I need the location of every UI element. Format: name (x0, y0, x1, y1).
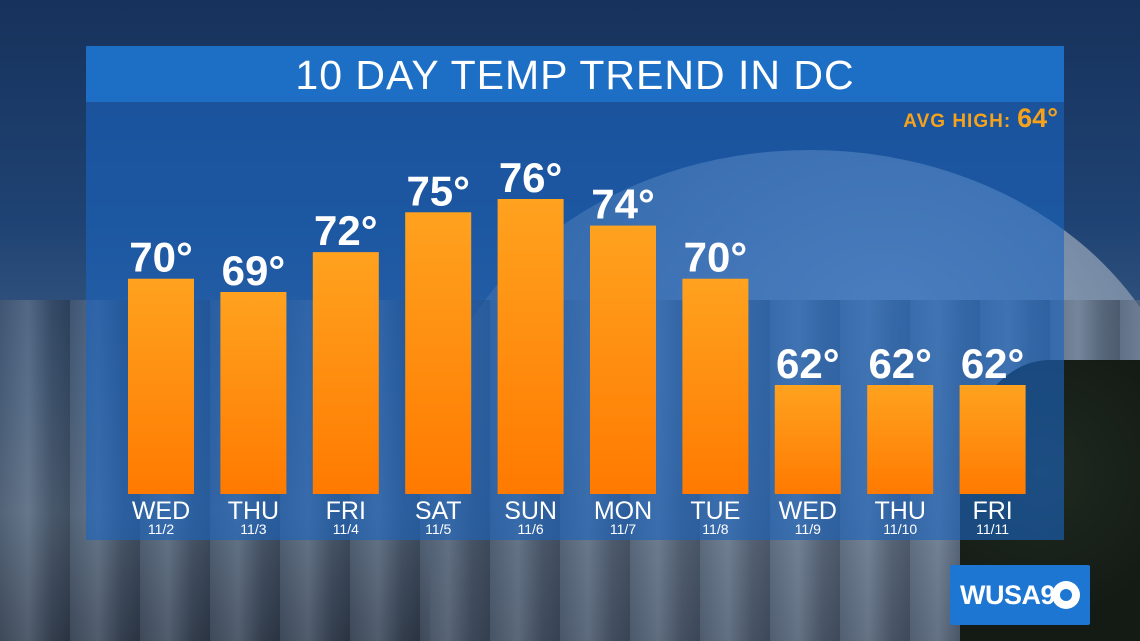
bar-3 (312, 252, 379, 494)
day-label-7: TUE (690, 497, 740, 525)
bar-value-label-2: 69° (222, 247, 286, 294)
bars-group: 70°WED11/269°THU11/372°FRI11/475°SAT11/5… (128, 154, 1026, 537)
cbs-eye-icon (1052, 581, 1080, 609)
bar-value-label-6: 74° (591, 181, 655, 228)
date-label-2: 11/3 (240, 521, 266, 537)
day-label-9: THU (875, 497, 926, 525)
bar-9 (867, 385, 934, 494)
bar-10 (959, 385, 1026, 494)
date-label-10: 11/11 (976, 521, 1009, 537)
bar-7 (682, 278, 749, 494)
bar-value-label-3: 72° (314, 207, 378, 254)
date-label-4: 11/5 (425, 521, 451, 537)
date-label-9: 11/10 (883, 521, 917, 537)
day-label-8: WED (779, 497, 837, 525)
date-label-8: 11/9 (795, 521, 821, 537)
bar-value-label-9: 62° (868, 340, 932, 387)
date-label-7: 11/8 (702, 521, 728, 537)
logo-text: WUSA9 (960, 580, 1056, 610)
date-label-3: 11/4 (333, 521, 359, 537)
date-label-1: 11/2 (148, 521, 174, 537)
avg-high-label: AVG HIGH: (903, 111, 1012, 132)
bar-value-label-1: 70° (129, 234, 193, 281)
date-label-6: 11/7 (610, 521, 636, 537)
day-label-10: FRI (972, 497, 1012, 525)
avg-high-value: 64° (1017, 103, 1058, 133)
bar-8 (774, 385, 841, 494)
bar-5 (497, 199, 564, 494)
bar-4 (405, 212, 472, 495)
day-label-4: SAT (415, 497, 462, 525)
bar-1 (128, 278, 194, 494)
bar-2 (220, 292, 287, 494)
title-bar (86, 46, 1064, 102)
avg-high-readout: AVG HIGH: 64° (903, 103, 1058, 134)
bar-value-label-10: 62° (961, 340, 1025, 387)
station-logo: WUSA9 (950, 565, 1090, 625)
day-label-2: THU (228, 497, 279, 525)
bar-value-label-4: 75° (406, 167, 470, 214)
day-label-1: WED (132, 497, 190, 525)
bar-value-label-5: 76° (499, 154, 563, 201)
day-label-6: MON (594, 497, 652, 525)
chart-title: 10 DAY TEMP TREND IN DC (295, 52, 855, 98)
bar-value-label-8: 62° (776, 340, 840, 387)
day-label-3: FRI (326, 497, 366, 525)
bar-6 (590, 225, 656, 495)
bar-value-label-7: 70° (684, 234, 748, 281)
date-label-5: 11/6 (517, 521, 543, 537)
day-label-5: SUN (504, 497, 557, 525)
